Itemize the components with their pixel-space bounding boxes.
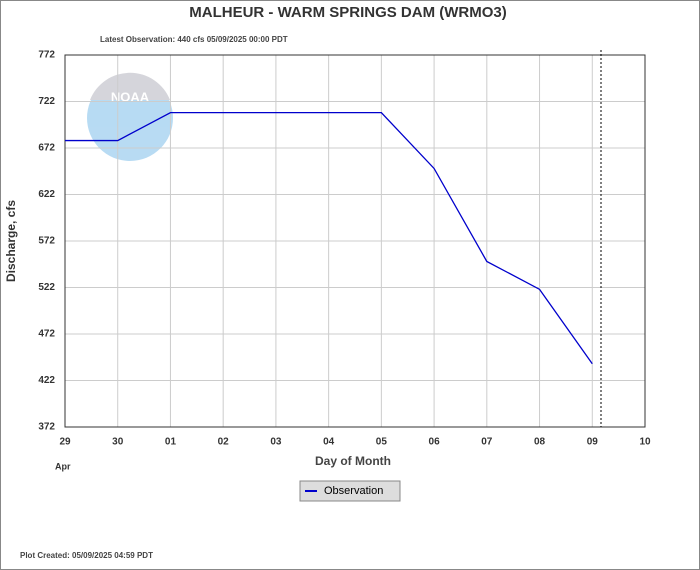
x-tick-label: 05 [376,437,388,448]
x-tick-label: 02 [218,437,230,448]
x-tick-label: 29 [59,437,71,448]
y-tick-label: 372 [38,422,55,433]
logo-text: NOAA [111,89,150,104]
x-tick-label: 07 [481,437,493,448]
logo-circle [87,75,173,161]
x-tick-label: 04 [323,437,335,448]
legend-label: Observation [324,485,383,497]
y-tick-label: 772 [38,50,55,61]
x-axis-label: Day of Month [315,454,391,468]
legend-box [299,480,401,502]
chart-title: MALHEUR - WARM SPRINGS DAM (WRMO3) [189,4,506,21]
series-line [65,112,593,365]
x-tick-label: 09 [587,437,599,448]
x-sublabel: Apr [55,461,71,471]
y-axis-label: Discharge, cfs [4,200,18,282]
x-tick-label: 01 [165,437,177,448]
x-tick-label: 08 [534,437,546,448]
footer: Plot Created: 05/09/2025 04:59 PDT [20,551,153,560]
noaa-logo: NOAA [87,72,173,161]
y-tick-label: 522 [38,282,55,293]
x-tick-label: 03 [270,437,282,448]
x-tick-label: 10 [639,437,651,448]
x-tick-label: 30 [112,437,124,448]
x-tick-label: 06 [429,437,441,448]
y-tick-label: 722 [38,96,55,107]
y-tick-label: 672 [38,143,55,154]
subtitle: Latest Observation: 440 cfs 05/09/2025 0… [100,35,288,44]
y-tick-label: 572 [38,236,55,247]
y-tick-label: 422 [38,375,55,386]
y-tick-label: 622 [38,189,55,200]
logo-top [90,72,170,100]
plot-border [64,54,646,428]
y-tick-label: 472 [38,329,55,340]
